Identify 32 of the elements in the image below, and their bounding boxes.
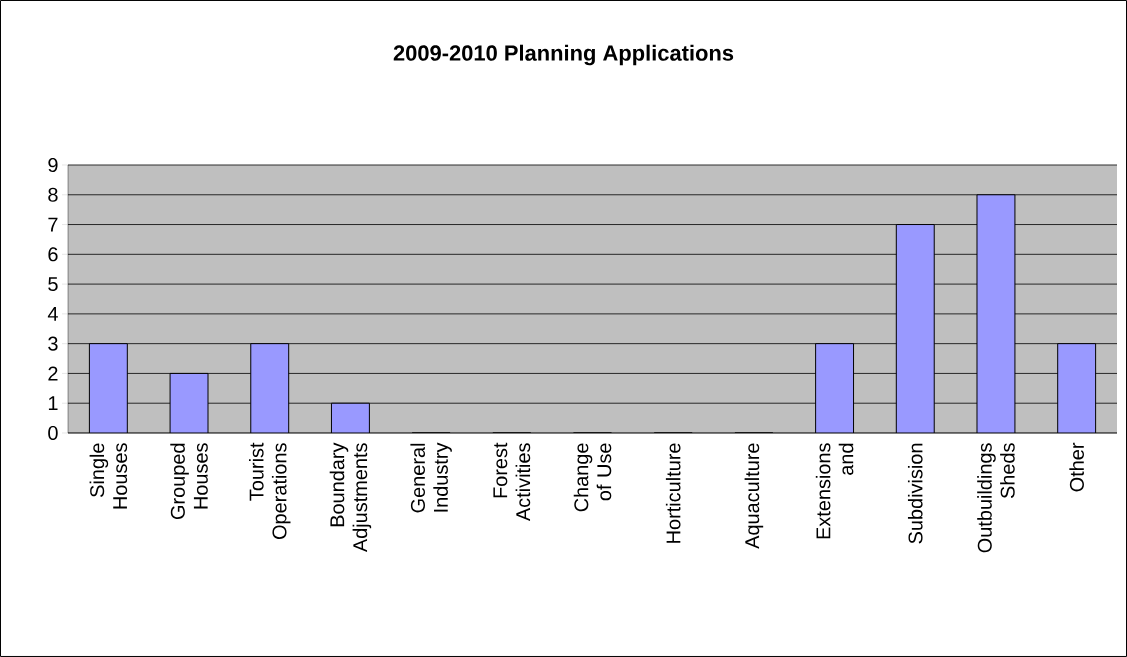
y-tick-label: 3	[48, 336, 58, 351]
bar	[1057, 343, 1097, 433]
x-tick-label: Horticulture	[665, 443, 681, 543]
y-tick-label: 5	[48, 277, 58, 292]
bar	[250, 343, 290, 433]
x-tick-label: Extensions and	[815, 443, 854, 539]
bar	[895, 224, 935, 433]
x-tick-label: Grouped Houses	[170, 443, 208, 520]
y-tick-label: 9	[48, 157, 58, 173]
x-tick-label: Subdivision	[907, 443, 923, 544]
x-tick-label: Aquaculture	[744, 443, 764, 549]
bar	[330, 402, 370, 433]
chart-title: 2009-2010 Planning Applications	[393, 44, 734, 66]
y-tick-label: 0	[48, 425, 58, 441]
x-tick-label: Tourist Operations	[249, 442, 291, 540]
y-tick-label: 4	[47, 307, 58, 321]
x-tick-label: Forest Activities	[493, 442, 531, 522]
bar	[976, 194, 1016, 433]
y-tick-label: 8	[48, 187, 58, 202]
x-tick-label: Change of Use	[573, 443, 612, 512]
bar	[88, 343, 128, 433]
y-tick-label: 7	[48, 217, 58, 232]
x-tick-label: Single Houses	[89, 443, 128, 509]
x-tick-label: Other	[1069, 442, 1084, 492]
bar	[815, 343, 855, 433]
bar	[169, 372, 209, 433]
y-tick-label: 6	[48, 247, 58, 262]
y-tick-label: 2	[48, 366, 58, 381]
y-tick-label: 1	[48, 396, 58, 411]
x-tick-label: Boundary Adjustments	[329, 442, 372, 553]
x-tick-label: General Industry	[410, 442, 452, 513]
x-tick-label: Outbuildings Sheds	[977, 443, 1015, 553]
